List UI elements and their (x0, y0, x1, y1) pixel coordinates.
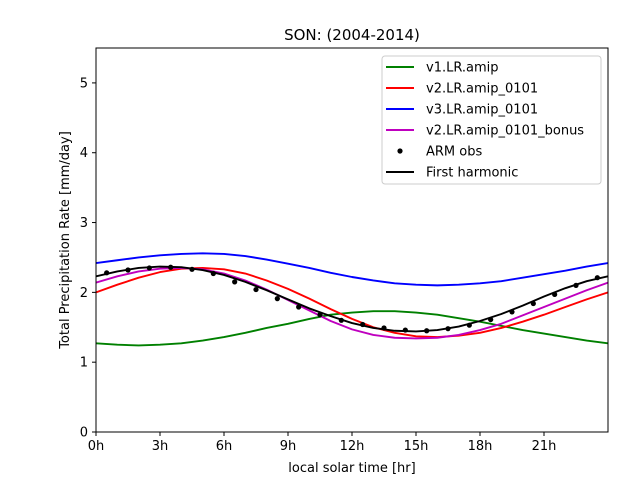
legend-label: v2.LR.amip_0101_bonus (426, 124, 584, 139)
x-axis-label: local solar time [hr] (288, 461, 415, 476)
series-line (96, 310, 608, 347)
x-tick-label: 0h (88, 439, 105, 454)
y-tick-label: 0 (80, 426, 88, 441)
y-tick-label: 5 (80, 76, 88, 91)
y-axis: 0 1 2 3 4 5 (80, 76, 96, 441)
y-axis-label: Total Precipitation Rate [mm/day] (58, 131, 73, 350)
x-axis: 0h 3h 6h 9h 12h 15h 18h 21h (88, 432, 557, 454)
y-tick-label: 1 (80, 356, 88, 371)
y-tick-label: 3 (80, 216, 88, 231)
legend-label: First harmonic (426, 166, 518, 181)
series-line (96, 252, 608, 287)
series-line (96, 265, 608, 333)
data-point (296, 304, 302, 310)
x-tick-label: 21h (532, 439, 557, 454)
data-point (274, 296, 280, 302)
x-tick-label: 15h (404, 439, 429, 454)
legend-label: v2.LR.amip_0101 (426, 82, 538, 97)
data-point (232, 279, 238, 285)
legend-marker (397, 148, 403, 154)
legend: v1.LR.amip v2.LR.amip_0101 v3.LR.amip_0101… (381, 55, 602, 185)
x-tick-label: 9h (280, 439, 297, 454)
chart-title: SON: (2004-2014) (284, 26, 420, 44)
x-tick-label: 3h (152, 439, 169, 454)
x-tick-label: 12h (340, 439, 365, 454)
y-tick-label: 4 (80, 146, 88, 161)
x-tick-label: 18h (468, 439, 493, 454)
legend-label: ARM obs (426, 145, 482, 160)
x-tick-label: 6h (216, 439, 233, 454)
legend-box (381, 55, 602, 185)
y-tick-label: 2 (80, 286, 88, 301)
legend-label: v3.LR.amip_0101 (426, 103, 538, 118)
legend-label: v1.LR.amip (426, 61, 499, 76)
plot-area (96, 252, 608, 347)
data-point (253, 286, 259, 293)
